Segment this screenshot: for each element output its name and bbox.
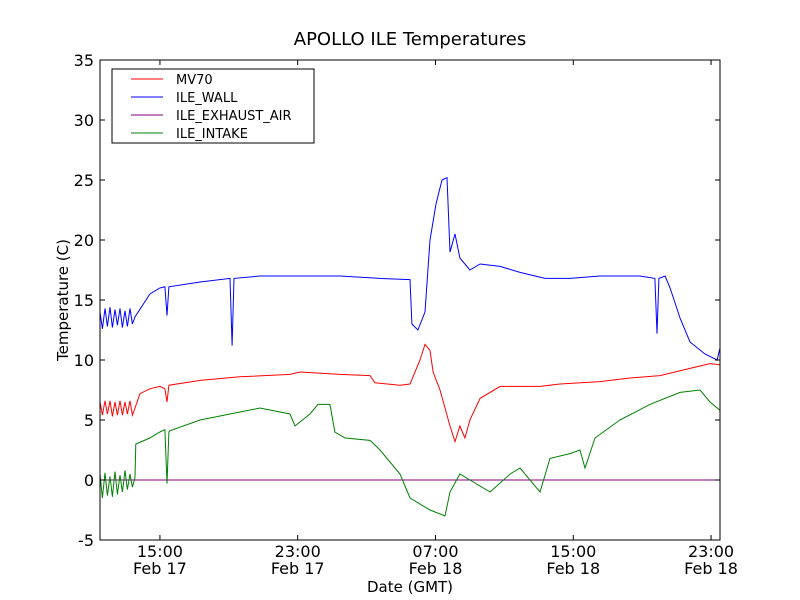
series-line-ile-intake <box>99 389 721 517</box>
x-tick-label-time: 23:00 <box>688 542 734 561</box>
x-tick-label-time: 07:00 <box>412 542 458 561</box>
x-tick-label-time: 15:00 <box>550 542 596 561</box>
y-tick-label: 35 <box>74 51 94 70</box>
x-tick-label-time: 15:00 <box>137 542 183 561</box>
y-tick-label: 5 <box>84 411 94 430</box>
y-tick-label: 10 <box>74 351 94 370</box>
legend-box <box>111 68 315 144</box>
y-tick-label: 25 <box>74 171 94 190</box>
y-tick-label: 0 <box>84 471 94 490</box>
series-line-ile-wall <box>99 176 721 361</box>
x-tick-label-date: Feb 17 <box>271 559 325 578</box>
legend-item: ILE_EXHAUST_AIR <box>131 109 292 124</box>
legend: MV70 ILE_WALL ILE_EXHAUST_AIR ILE_INTAKE <box>111 68 315 144</box>
x-axis-label: Date (GMT) <box>367 578 453 596</box>
legend-label: MV70 <box>176 73 213 88</box>
legend-label: ILE_WALL <box>176 91 238 106</box>
x-tick-label-date: Feb 17 <box>133 559 187 578</box>
series-line-mv70 <box>99 343 721 444</box>
legend-item: ILE_INTAKE <box>131 127 248 142</box>
x-tick-label-date: Feb 18 <box>546 559 600 578</box>
y-tick-label: 30 <box>74 111 94 130</box>
x-tick-label-time: 23:00 <box>275 542 321 561</box>
legend-label: ILE_EXHAUST_AIR <box>176 109 292 124</box>
legend-item: ILE_WALL <box>131 91 238 106</box>
x-tick-label-date: Feb 18 <box>409 559 463 578</box>
y-tick-label: -5 <box>78 531 94 550</box>
y-axis-label: Temperature (C) <box>54 239 72 362</box>
y-tick-label: 15 <box>74 291 94 310</box>
y-tick-label: 20 <box>74 231 94 250</box>
plot-lines <box>99 176 721 517</box>
chart-title: APOLLO ILE Temperatures <box>294 29 526 50</box>
legend-label: ILE_INTAKE <box>176 127 248 142</box>
legend-item: MV70 <box>131 73 213 88</box>
x-tick-label-date: Feb 18 <box>684 559 738 578</box>
